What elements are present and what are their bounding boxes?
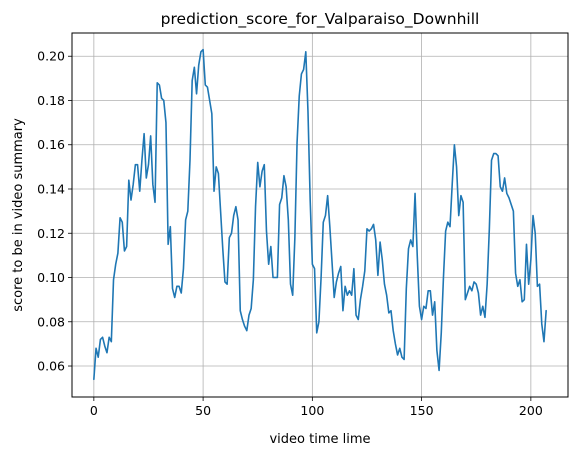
x-tick-label: 100	[300, 403, 324, 418]
series-layer	[93, 48, 547, 381]
y-axis-label: score to be in video summary	[11, 118, 26, 312]
y-tick-label: 0.16	[37, 137, 65, 152]
x-axis-label: video time lime	[269, 432, 370, 447]
y-tick-label: 0.14	[37, 182, 65, 197]
plot-area	[72, 33, 568, 397]
x-tick-label: 50	[195, 403, 211, 418]
grid-lines	[72, 33, 568, 397]
y-tick-label: 0.06	[37, 359, 65, 374]
y-tick-label: 0.12	[37, 226, 65, 241]
y-tick-label: 0.10	[37, 270, 65, 285]
y-tick-label: 0.18	[37, 93, 65, 108]
x-tick-label: 150	[410, 403, 434, 418]
series-line-prediction_score	[93, 48, 547, 381]
x-axis: 0 50 100 150 200	[90, 397, 543, 418]
axes-frame	[71, 32, 569, 398]
x-tick-label: 200	[519, 403, 543, 418]
chart-title: prediction_score_for_Valparaiso_Downhill	[161, 10, 480, 29]
y-tick-label: 0.08	[37, 314, 65, 329]
x-tick-label: 0	[90, 403, 98, 418]
y-axis: 0.06 0.08 0.10 0.12 0.14 0.16 0.18 0.20	[37, 49, 72, 374]
y-tick-label: 0.20	[37, 49, 65, 64]
